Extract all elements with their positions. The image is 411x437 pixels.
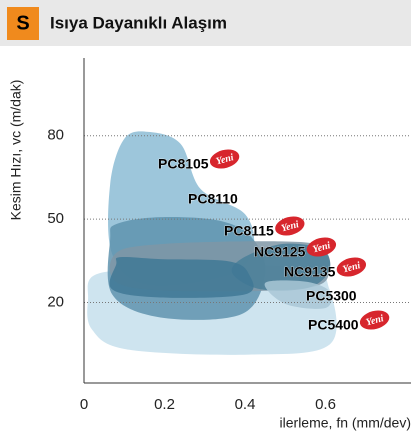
header-bar — [0, 0, 411, 46]
header-title: Isıya Dayanıklı Alaşım — [50, 13, 227, 32]
region — [109, 256, 254, 298]
region-label: PC5300 — [306, 288, 357, 304]
new-badge-label: Yeni — [280, 219, 300, 234]
regions — [87, 131, 337, 355]
new-badge-label: Yeni — [365, 313, 385, 328]
new-badge-label: Yeni — [312, 240, 332, 255]
region-label: NC9135 — [284, 264, 336, 280]
new-badge — [275, 216, 305, 236]
y-axis-label: Kesim Hızı, vc (m/dak) — [8, 80, 24, 221]
y-tick-label: 80 — [47, 127, 64, 144]
x-tick-label: 0 — [80, 396, 88, 413]
new-badge — [359, 310, 390, 330]
x-tick-label: 0.6 — [315, 396, 336, 413]
y-tick-label: 20 — [47, 293, 64, 310]
region-label: PC5400 — [308, 317, 359, 333]
new-badge — [306, 237, 337, 257]
region — [231, 243, 331, 291]
new-badge — [209, 149, 240, 169]
x-tick-label: 0.4 — [235, 396, 256, 413]
new-badge-label: Yeni — [342, 260, 362, 275]
region-label: PC8110 — [188, 191, 238, 207]
region — [264, 280, 332, 309]
new-badge-label: Yeni — [215, 152, 235, 167]
y-tick-label: 50 — [47, 210, 64, 227]
region-label: PC8105 — [158, 156, 209, 172]
x-tick-label: 0.2 — [154, 396, 175, 413]
x-axis-label: ilerleme, fn (mm/dev) — [280, 415, 411, 431]
header-badge: S — [16, 12, 29, 34]
region-label: NC9125 — [254, 244, 306, 260]
region-label: PC8115 — [224, 223, 274, 239]
header-badge-box — [7, 7, 39, 40]
new-badge — [336, 257, 367, 277]
